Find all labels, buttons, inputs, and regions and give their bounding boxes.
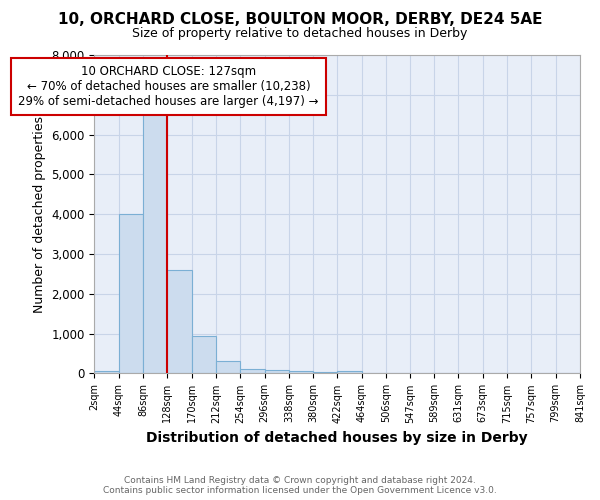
Bar bbox=[240, 368, 265, 374]
Bar bbox=[265, 370, 289, 374]
Text: Contains HM Land Registry data © Crown copyright and database right 2024.
Contai: Contains HM Land Registry data © Crown c… bbox=[103, 476, 497, 495]
Text: 10, ORCHARD CLOSE, BOULTON MOOR, DERBY, DE24 5AE: 10, ORCHARD CLOSE, BOULTON MOOR, DERBY, … bbox=[58, 12, 542, 28]
Bar bbox=[167, 270, 191, 374]
Bar bbox=[337, 371, 362, 374]
X-axis label: Distribution of detached houses by size in Derby: Distribution of detached houses by size … bbox=[146, 431, 528, 445]
Bar bbox=[313, 372, 337, 374]
Bar bbox=[119, 214, 143, 374]
Bar bbox=[191, 336, 216, 374]
Bar bbox=[94, 372, 119, 374]
Bar bbox=[216, 360, 240, 374]
Bar bbox=[143, 110, 167, 374]
Y-axis label: Number of detached properties: Number of detached properties bbox=[32, 116, 46, 312]
Bar bbox=[289, 372, 313, 374]
Text: Size of property relative to detached houses in Derby: Size of property relative to detached ho… bbox=[133, 28, 467, 40]
Text: 10 ORCHARD CLOSE: 127sqm
← 70% of detached houses are smaller (10,238)
29% of se: 10 ORCHARD CLOSE: 127sqm ← 70% of detach… bbox=[18, 65, 319, 108]
